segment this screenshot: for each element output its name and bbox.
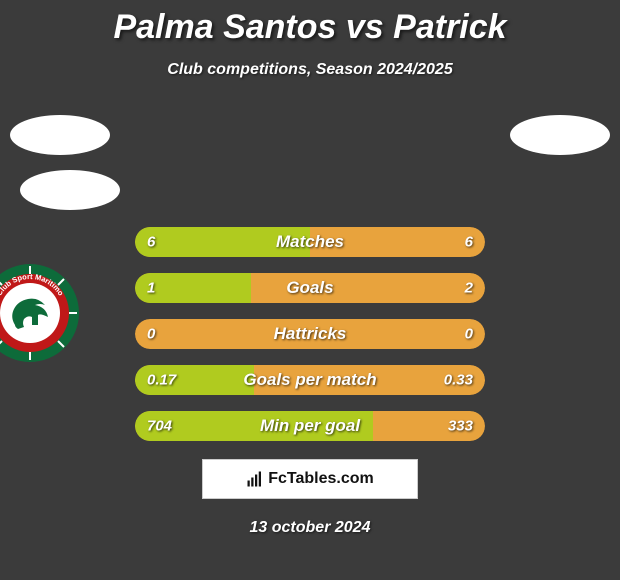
stat-row: Goals12 — [135, 273, 485, 303]
stat-row: Min per goal704333 — [135, 411, 485, 441]
stat-row: Matches66 — [135, 227, 485, 257]
team-left-logo-2 — [20, 170, 120, 270]
team-right-logo-1 — [510, 115, 610, 215]
bar-track — [135, 319, 485, 349]
stat-row: Goals per match0.170.33 — [135, 365, 485, 395]
ellipse-icon — [510, 115, 610, 155]
brand-text: FcTables.com — [268, 470, 374, 488]
ellipse-icon — [20, 170, 120, 210]
bar-fill-left — [135, 365, 254, 395]
club-badge-icon: Club Sport Maritimo Madeira — [0, 257, 80, 369]
date-label: 13 october 2024 — [0, 519, 620, 537]
bar-fill-left — [135, 411, 373, 441]
subtitle: Club competitions, Season 2024/2025 — [0, 61, 620, 79]
ellipse-icon — [10, 115, 110, 155]
stats-bars: Matches66 Goals12 Hattricks00 Goals per mat… — [135, 227, 485, 441]
bar-fill-left — [135, 227, 310, 257]
brand-box[interactable]: FcTables.com — [202, 459, 418, 499]
chart-icon — [246, 470, 264, 488]
page-title: Palma Santos vs Patrick — [0, 0, 620, 47]
stat-row: Hattricks00 — [135, 319, 485, 349]
bar-fill-left — [135, 273, 251, 303]
team-right-badge: Club Sport Maritimo Madeira — [0, 257, 80, 369]
